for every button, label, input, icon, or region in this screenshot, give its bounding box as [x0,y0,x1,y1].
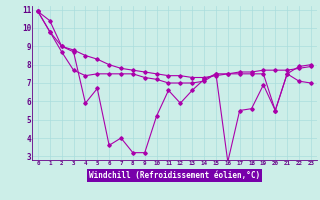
X-axis label: Windchill (Refroidissement éolien,°C): Windchill (Refroidissement éolien,°C) [89,171,260,180]
